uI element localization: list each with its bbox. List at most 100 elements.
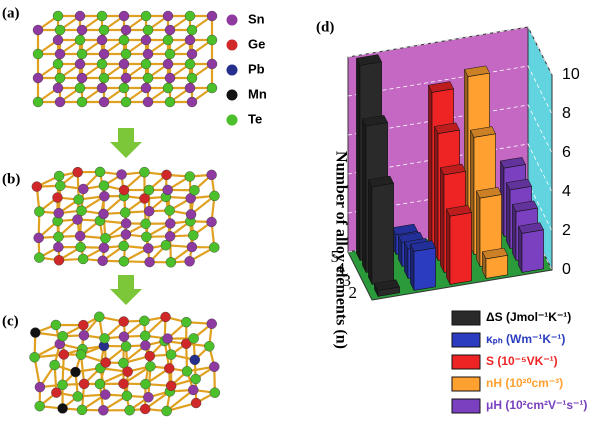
atom bbox=[98, 242, 110, 253]
atom bbox=[162, 58, 174, 70]
atom bbox=[54, 48, 66, 60]
atom bbox=[140, 378, 151, 390]
atom bbox=[120, 229, 132, 240]
atom bbox=[118, 82, 130, 94]
atom bbox=[162, 34, 174, 46]
atom bbox=[160, 240, 172, 251]
legend-label: μH (10²cm²V⁻¹s⁻¹) bbox=[486, 398, 587, 412]
panel-label: (b) bbox=[2, 171, 20, 187]
atom bbox=[143, 392, 154, 403]
atom bbox=[52, 58, 64, 70]
lattice-diagrams bbox=[29, 10, 221, 417]
atom bbox=[53, 241, 64, 253]
atom-legend-dot bbox=[226, 114, 238, 126]
atom bbox=[186, 96, 198, 108]
atom bbox=[164, 205, 175, 216]
atom bbox=[52, 192, 63, 203]
bar-side bbox=[506, 182, 511, 249]
atom bbox=[164, 96, 176, 108]
atom bbox=[161, 169, 172, 181]
atom bbox=[209, 242, 220, 253]
atom bbox=[165, 349, 177, 360]
atom bbox=[190, 397, 202, 409]
atom bbox=[162, 82, 174, 94]
atom bbox=[120, 341, 132, 352]
atom bbox=[31, 181, 43, 192]
atom bbox=[164, 48, 176, 60]
atom bbox=[118, 184, 130, 196]
bar bbox=[377, 286, 400, 297]
row-label: 2 bbox=[349, 283, 358, 302]
atom bbox=[32, 48, 44, 60]
atom bbox=[190, 373, 201, 385]
atom bbox=[142, 72, 154, 84]
atom bbox=[184, 256, 195, 267]
atom bbox=[34, 400, 45, 412]
atom bbox=[118, 34, 130, 46]
atom bbox=[98, 48, 110, 60]
atom-legend-label: Pb bbox=[248, 61, 265, 76]
atom bbox=[78, 330, 90, 341]
atom bbox=[76, 24, 88, 36]
atom bbox=[74, 34, 86, 46]
atom bbox=[142, 48, 154, 60]
atom bbox=[139, 315, 150, 327]
atom bbox=[120, 72, 132, 84]
atom bbox=[96, 82, 108, 94]
atom bbox=[118, 58, 130, 70]
atom bbox=[181, 338, 192, 349]
legend-swatch bbox=[451, 310, 481, 326]
atom bbox=[98, 96, 110, 108]
atom bbox=[118, 331, 130, 342]
atom bbox=[124, 405, 135, 416]
atom bbox=[32, 72, 44, 84]
atom bbox=[186, 24, 198, 36]
atom bbox=[143, 205, 155, 217]
legend-swatch bbox=[451, 332, 481, 348]
bar bbox=[521, 229, 544, 273]
atom bbox=[78, 183, 89, 195]
axis-label: Number of alloy elements (n) bbox=[332, 151, 349, 349]
legend-swatch bbox=[451, 398, 481, 414]
atom bbox=[96, 10, 108, 22]
atom bbox=[74, 10, 86, 22]
atom bbox=[96, 34, 108, 46]
atom bbox=[30, 327, 41, 338]
atom bbox=[29, 352, 40, 363]
atom bbox=[72, 166, 83, 178]
atom bbox=[181, 366, 193, 377]
atom bbox=[206, 10, 218, 22]
atom bbox=[34, 206, 45, 217]
atom bbox=[55, 180, 66, 191]
atom bbox=[72, 214, 83, 225]
atom bbox=[98, 405, 109, 416]
atom bbox=[118, 378, 129, 389]
atom bbox=[100, 389, 111, 400]
bar-side bbox=[410, 244, 415, 291]
atom bbox=[118, 10, 130, 22]
grid-line bbox=[347, 65, 553, 115]
atom bbox=[54, 24, 66, 36]
atom bbox=[32, 96, 44, 108]
atom bbox=[184, 171, 195, 182]
atom bbox=[184, 82, 196, 94]
atom bbox=[162, 184, 173, 196]
atom bbox=[140, 10, 152, 22]
panel-label: (a) bbox=[2, 5, 20, 21]
atom bbox=[97, 255, 108, 266]
atom bbox=[165, 257, 177, 268]
atom bbox=[164, 24, 176, 36]
atom bbox=[189, 185, 200, 196]
atom bbox=[144, 256, 155, 268]
bar-side bbox=[362, 118, 367, 273]
atom-legend-dot bbox=[226, 89, 238, 101]
atom bbox=[98, 208, 109, 220]
atom bbox=[75, 241, 86, 253]
legend-swatch bbox=[451, 376, 481, 392]
atom bbox=[144, 350, 155, 362]
panel-label: (c) bbox=[2, 313, 19, 329]
atom bbox=[118, 316, 129, 327]
grid-line bbox=[347, 26, 553, 76]
atom bbox=[118, 256, 130, 267]
z-tick-label: 2 bbox=[562, 222, 571, 239]
